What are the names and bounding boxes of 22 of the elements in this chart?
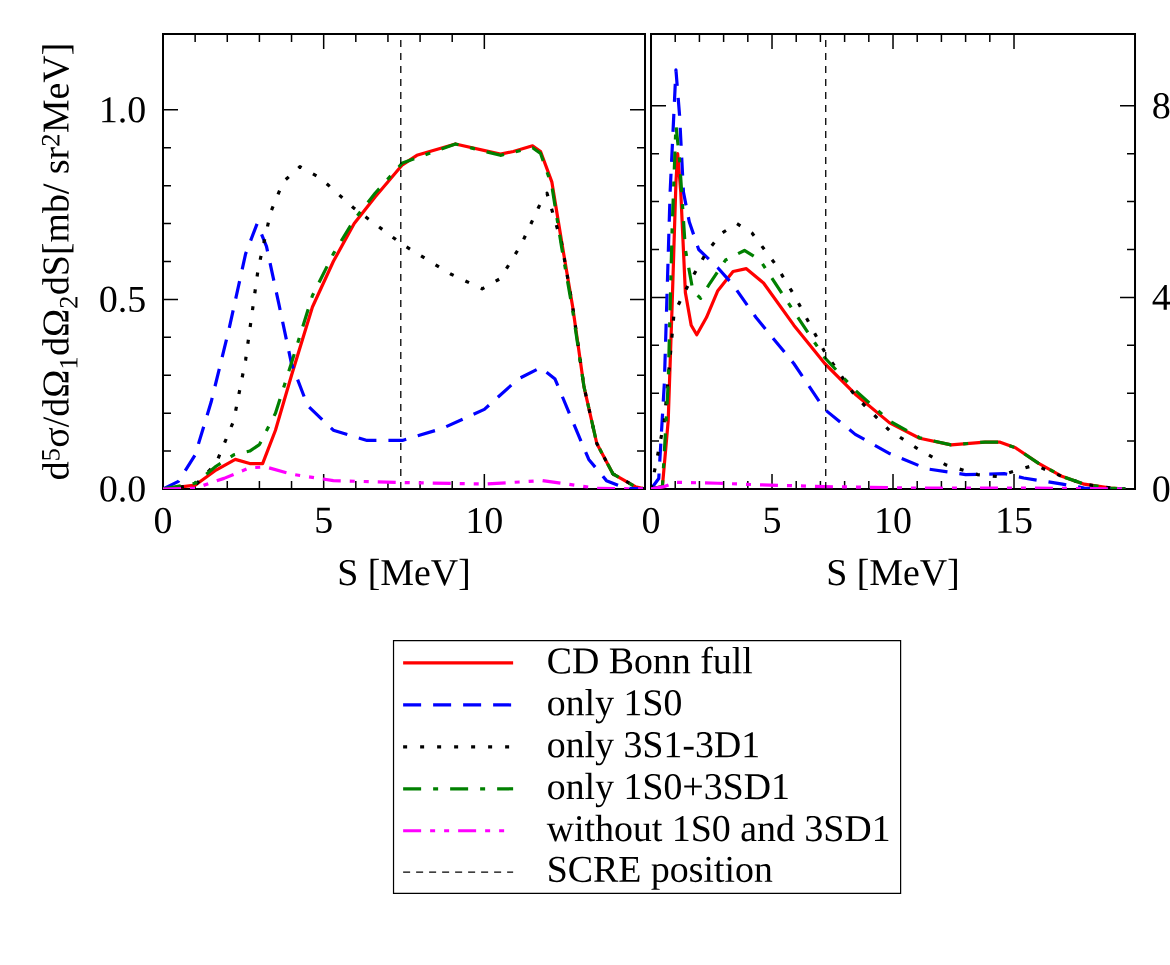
legend-label: only 3S1-3D1 xyxy=(548,730,758,766)
y-tick-label: 0 xyxy=(1153,476,1170,502)
legend-label: only 1S0 xyxy=(548,688,681,724)
y-tick-label: 4 xyxy=(1152,284,1170,310)
x-tick-label: 0 xyxy=(642,507,660,534)
x-tick-label: 5 xyxy=(764,507,780,533)
x-tick-label: 10 xyxy=(877,507,911,534)
legend-label: only 1S0+3SD1 xyxy=(548,772,788,808)
legend-label: CD Bonn full xyxy=(548,646,753,674)
y-tick-label: 0.0 xyxy=(100,476,145,502)
x-axis-title: S [MeV] xyxy=(339,558,468,591)
legend-label: SCRE position xyxy=(549,856,773,890)
y-tick-label: 8 xyxy=(1153,93,1170,119)
x-tick-label: 5 xyxy=(316,507,332,533)
y-tick-label: 1.0 xyxy=(102,96,145,123)
text: d$^{5}$σ/dΩ$_{1}$dΩ$_{2}$dS[mb/ sr$^{2}$MeV] xyxy=(41,45,78,479)
y-tick-label: 0.5 xyxy=(100,286,145,313)
legend-label: without 1S0 and 3SD1 xyxy=(546,814,889,842)
x-tick-label: 0 xyxy=(154,507,172,534)
x-axis-title: S [MeV] xyxy=(828,558,957,591)
x-tick-label: 15 xyxy=(998,507,1032,534)
x-tick-label: 10 xyxy=(468,507,502,534)
